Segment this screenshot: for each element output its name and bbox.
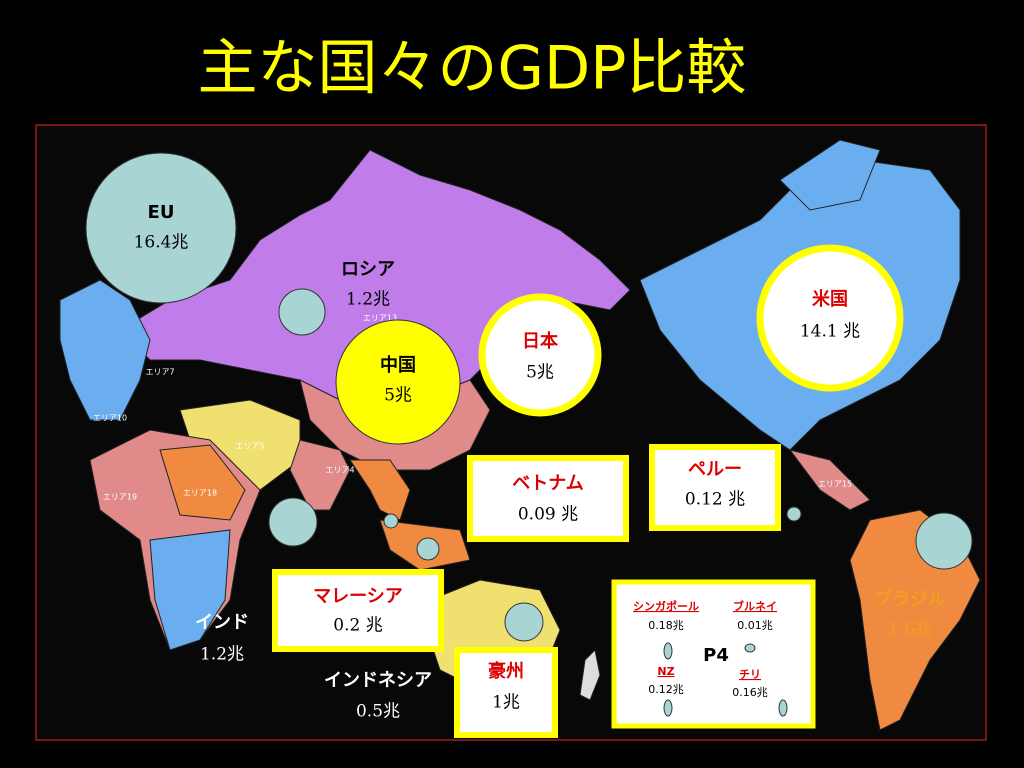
- central-america: [788, 449, 871, 511]
- eu-circle: [85, 152, 237, 304]
- gdp-value: 5兆: [526, 363, 554, 383]
- country-name: ロシア: [341, 259, 395, 280]
- gdp-value: 1.6兆: [888, 620, 932, 640]
- gdp-value: 1.2兆: [346, 290, 390, 310]
- japan-circle: [478, 293, 602, 417]
- us-circle: [756, 244, 904, 392]
- p4-value: 0.18兆: [648, 619, 684, 632]
- southeast-asia: [349, 459, 411, 521]
- country-name: EU: [148, 202, 175, 223]
- p4-name: シンガポール: [633, 599, 699, 613]
- india-circle: [268, 497, 318, 547]
- map-area-label: エリア10: [93, 414, 127, 423]
- gdp-value: 1兆: [492, 693, 520, 713]
- gdp-value: 0.5兆: [356, 702, 400, 722]
- vietnam-box: [467, 455, 629, 542]
- p4-title: P4: [703, 645, 729, 666]
- map-area-label: エリア19: [103, 493, 137, 502]
- gdp-value: 5兆: [384, 386, 412, 406]
- p4-value: 0.01兆: [737, 619, 773, 632]
- peru-circle: [786, 506, 802, 522]
- p4-name: NZ: [657, 665, 674, 678]
- australia-box: [454, 647, 558, 738]
- map-area-label: エリア7: [145, 368, 174, 377]
- australia-circle: [504, 602, 544, 642]
- p4-value: 0.12兆: [648, 683, 684, 696]
- china-circle: [335, 319, 461, 445]
- south-africa: [149, 529, 231, 651]
- singapore-marker: [663, 642, 673, 660]
- gdp-value: 0.12 兆: [685, 490, 745, 510]
- gdp-value: 16.4兆: [134, 233, 189, 253]
- india: [289, 439, 351, 511]
- country-name: マレーシア: [313, 586, 403, 607]
- brazil-circle: [915, 512, 973, 570]
- vietnam-circle: [383, 513, 399, 529]
- new-zealand: [579, 648, 601, 701]
- country-name: ペルー: [688, 459, 742, 480]
- slide-title: 主な国々のGDP比較: [198, 34, 747, 104]
- gdp-value: 0.2 兆: [333, 616, 382, 636]
- map-area-label: エリア18: [183, 489, 217, 498]
- greenland: [779, 139, 881, 211]
- malaysia-box: [272, 569, 444, 652]
- east-africa: [159, 444, 246, 521]
- p4-name: チリ: [739, 668, 761, 681]
- gdp-value: 0.09 兆: [518, 505, 578, 525]
- peru-box: [649, 444, 781, 531]
- brunei-marker: [744, 643, 756, 653]
- indonesia-circle: [416, 537, 440, 561]
- p4-value: 0.16兆: [732, 686, 768, 699]
- map-area-label: エリア4: [325, 466, 354, 475]
- p4-members: シンガポール 0.18兆 ブルネイ 0.01兆 NZ 0.12兆 チリ 0.16兆: [633, 599, 777, 699]
- country-name: インドネシア: [324, 670, 432, 691]
- russia-circle: [278, 288, 326, 336]
- gdp-value: 1.2兆: [200, 645, 244, 665]
- map-area-label: エリア15: [818, 480, 852, 489]
- markers: [85, 152, 973, 738]
- country-name: ブラジル: [874, 588, 946, 610]
- europe: [59, 279, 151, 421]
- country-name: 米国: [812, 288, 848, 310]
- gdp-value: 14.1 兆: [800, 322, 860, 342]
- map-area-label: エリア13: [363, 314, 397, 323]
- nz-marker: [663, 699, 673, 717]
- p4-name: ブルネイ: [733, 599, 777, 613]
- country-name: 豪州: [488, 660, 524, 682]
- country-name: インド: [195, 612, 249, 633]
- country-name: 日本: [522, 330, 558, 352]
- country-name: ベトナム: [512, 473, 583, 494]
- chile-marker: [778, 699, 788, 717]
- country-name: 中国: [380, 354, 416, 376]
- map-area-label: エリア5: [235, 442, 264, 451]
